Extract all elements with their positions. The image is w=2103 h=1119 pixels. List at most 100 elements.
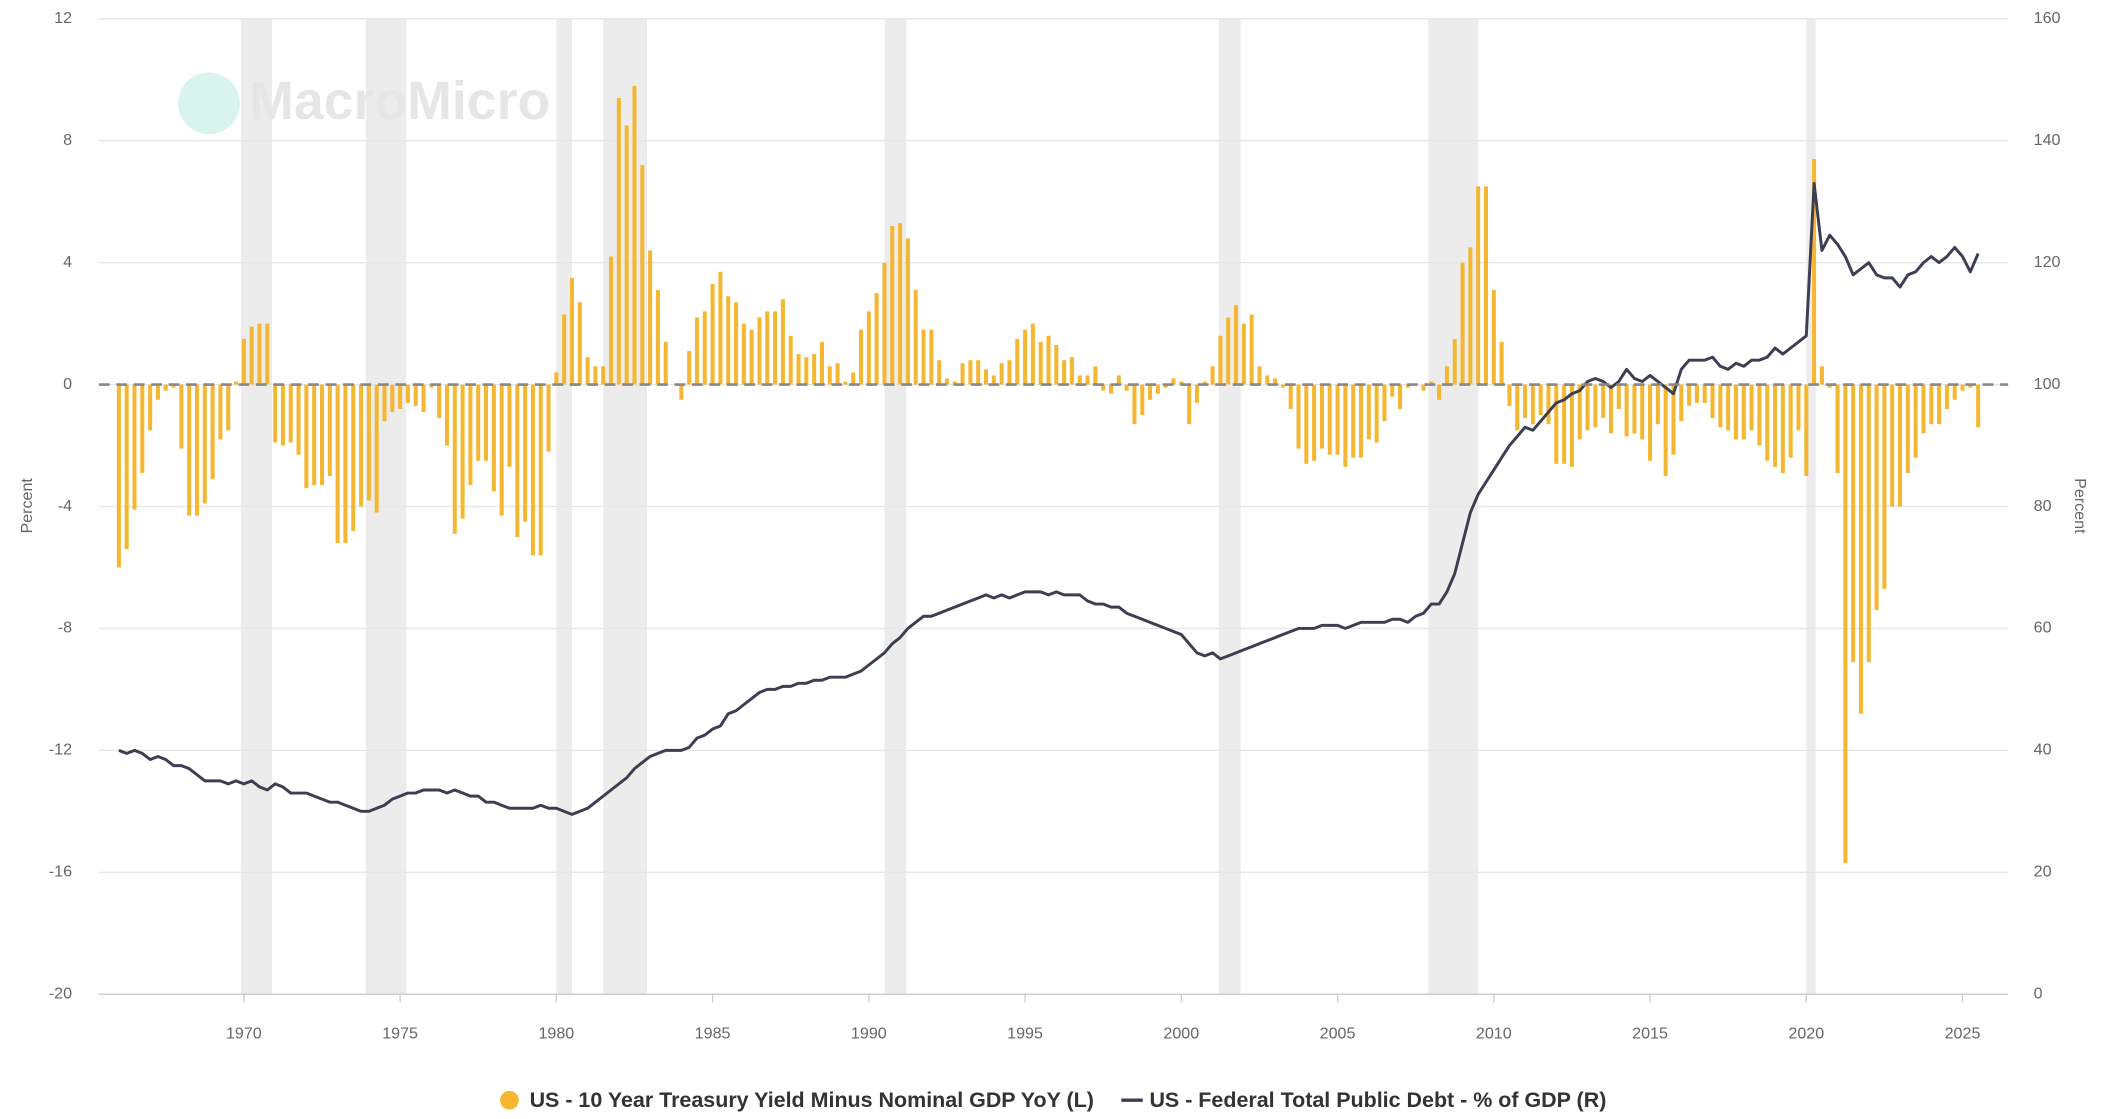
bar	[843, 381, 848, 385]
bar	[179, 384, 184, 449]
bar	[1796, 384, 1801, 431]
bar	[1030, 323, 1035, 385]
bar	[1202, 381, 1207, 385]
bar	[1046, 335, 1051, 385]
bar	[202, 384, 207, 504]
bar	[507, 384, 512, 467]
bar	[710, 283, 715, 385]
bar	[1140, 384, 1145, 416]
legend-label: US - Federal Total Public Debt - % of GD…	[1149, 1088, 1606, 1112]
bar	[1773, 384, 1778, 467]
bar	[452, 384, 457, 534]
bar	[624, 125, 629, 385]
y-tick-label: -8	[58, 619, 72, 637]
bar	[835, 363, 840, 385]
bar	[1640, 384, 1645, 440]
bar	[960, 363, 965, 385]
bar	[1530, 384, 1535, 425]
watermark: MacroMicro	[249, 71, 550, 131]
bar	[609, 256, 614, 385]
bar	[780, 299, 785, 385]
bar	[694, 317, 699, 385]
bar	[468, 384, 473, 486]
bar	[132, 384, 137, 510]
bar	[1054, 344, 1059, 385]
bar	[1429, 381, 1434, 385]
bar	[1491, 290, 1496, 385]
bar	[1241, 323, 1246, 385]
bar	[1757, 384, 1762, 446]
bar	[1187, 384, 1192, 425]
bar	[1116, 375, 1121, 385]
bar	[819, 341, 824, 385]
bar	[1405, 384, 1410, 388]
bar	[1499, 341, 1504, 385]
x-tick-label: 2000	[1163, 1025, 1199, 1043]
bar	[546, 384, 551, 452]
bar	[1827, 384, 1832, 388]
bar	[163, 384, 168, 391]
bar	[882, 262, 887, 385]
y2-tick-label: 80	[2034, 497, 2052, 515]
bar	[874, 293, 879, 385]
bar	[827, 366, 832, 385]
bar	[484, 384, 489, 461]
x-tick-label: 1995	[1007, 1025, 1043, 1043]
y2-tick-label: 0	[2034, 984, 2043, 1002]
bar	[749, 329, 754, 385]
y2-tick-label: 140	[2034, 131, 2061, 149]
bar	[1265, 375, 1270, 385]
bar	[1171, 378, 1176, 385]
bar	[1483, 186, 1489, 385]
bar	[1624, 384, 1629, 437]
bar	[1780, 384, 1785, 473]
bar	[601, 366, 606, 385]
bar	[1069, 357, 1074, 385]
bar	[1562, 384, 1567, 464]
bar	[1179, 381, 1184, 385]
bar	[804, 357, 809, 385]
x-tick-label: 1970	[226, 1025, 262, 1043]
x-tick-label: 1990	[851, 1025, 887, 1043]
bar	[679, 384, 684, 400]
x-tick-label: 2010	[1476, 1025, 1512, 1043]
bar	[351, 384, 356, 531]
bar	[687, 351, 692, 385]
bar	[663, 341, 668, 385]
bar	[1890, 384, 1895, 507]
bar	[444, 384, 449, 446]
bar	[194, 384, 200, 516]
bar	[1218, 335, 1223, 385]
bar	[702, 311, 707, 385]
bar	[1085, 375, 1090, 385]
bar	[796, 354, 801, 385]
bar	[523, 384, 528, 522]
bar	[632, 85, 637, 385]
bar	[210, 384, 215, 480]
bar	[1335, 384, 1340, 455]
bar	[1663, 384, 1668, 477]
bar	[421, 384, 426, 413]
legend-label: US - 10 Year Treasury Yield Minus Nomina…	[530, 1088, 1094, 1112]
bar	[554, 372, 559, 385]
y-tick-label: -20	[49, 984, 72, 1002]
bar	[1273, 378, 1278, 385]
bar	[359, 384, 364, 507]
y-tick-label: -16	[49, 863, 72, 881]
bar	[616, 98, 621, 385]
bar	[366, 384, 371, 501]
bar	[593, 366, 598, 385]
bar	[280, 384, 285, 446]
bar	[929, 329, 934, 385]
bar	[218, 384, 223, 440]
bar	[288, 384, 293, 443]
bar	[140, 384, 145, 473]
bar	[390, 384, 395, 413]
bar	[984, 369, 989, 385]
bar	[1819, 366, 1824, 385]
bar	[1788, 384, 1793, 458]
bar	[327, 384, 332, 477]
bar	[234, 381, 239, 385]
bar	[1382, 384, 1387, 422]
bar	[1015, 338, 1020, 385]
